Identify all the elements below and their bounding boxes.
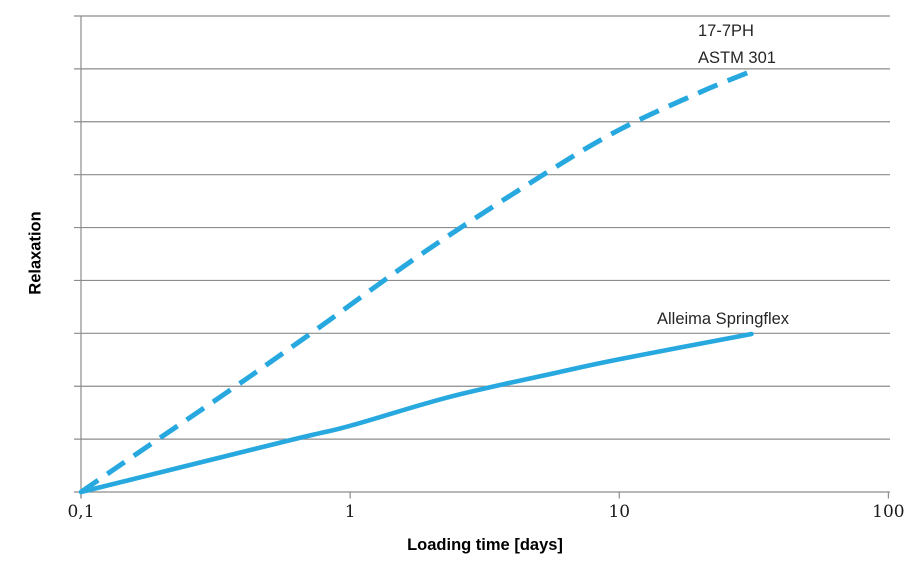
x-tick-label: 0,1 <box>67 502 94 522</box>
series-line-dashed-17-7ph <box>79 68 753 495</box>
series-line-solid-alleima <box>78 331 754 495</box>
x-tick-label: 100 <box>872 502 904 522</box>
y-axis-title: Relaxation <box>26 211 45 295</box>
series-label-alleima-springflex: Alleima Springflex <box>657 310 790 328</box>
series-label-17-7ph-line2: ASTM 301 <box>698 49 776 67</box>
series-label-17-7ph-astm301: 17-7PH ASTM 301 <box>698 18 776 72</box>
series-label-17-7ph-line1: 17-7PH <box>698 22 754 40</box>
x-tick-label: 1 <box>345 502 356 522</box>
x-axis-title: Loading time [days] <box>407 536 563 554</box>
x-tick-label: 10 <box>608 502 630 522</box>
